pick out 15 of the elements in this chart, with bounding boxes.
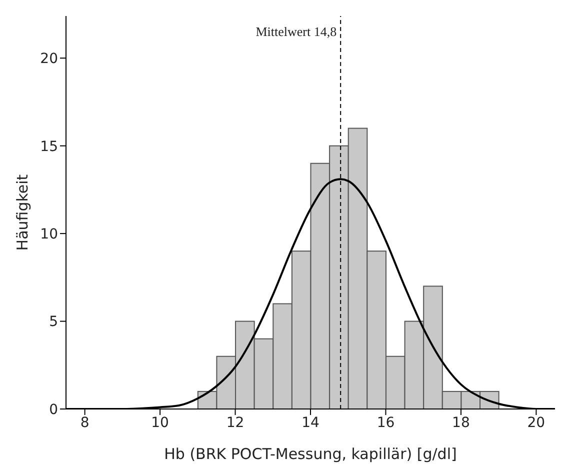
x-tick-label: 14	[302, 414, 320, 431]
y-tick-label: 15	[40, 138, 58, 155]
y-tick-label: 0	[49, 402, 58, 418]
y-tick-label: 20	[40, 51, 58, 68]
x-tick-label: 12	[226, 414, 244, 431]
x-tick-label: 18	[452, 414, 470, 431]
x-tick-label: 8	[80, 414, 90, 431]
y-axis-title: Häufigkeit	[13, 174, 32, 251]
ref-line-label: Mittelwert 14,8	[256, 24, 337, 39]
x-tick-label: 16	[376, 414, 395, 431]
x-tick-label: 10	[151, 414, 169, 431]
y-tick-label: 5	[49, 314, 58, 330]
y-tick-label: 10	[40, 226, 58, 243]
x-axis-title: Hb (BRK POCT-Messung, kapillär) [g/dl]	[164, 445, 457, 463]
x-tick-label: 20	[527, 414, 546, 431]
